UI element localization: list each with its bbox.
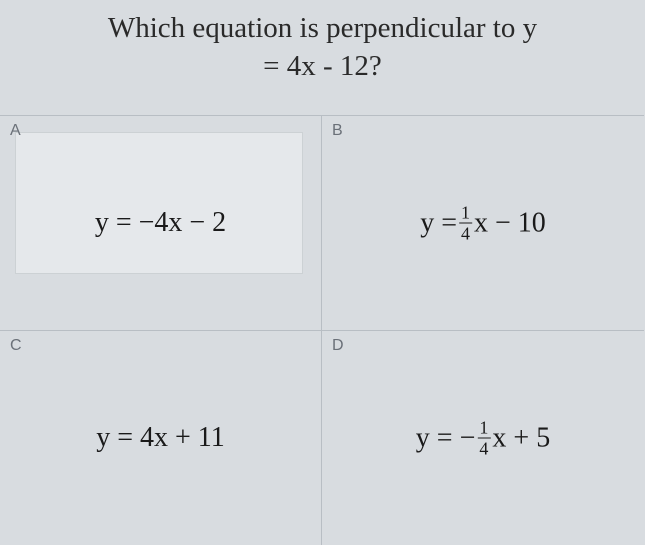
question-line2: = 4x - 12?	[263, 50, 382, 82]
option-b-suffix: x − 10	[474, 207, 546, 239]
option-b-numerator: 1	[459, 204, 472, 223]
option-c-equation: y = 4x + 11	[96, 422, 225, 454]
option-b[interactable]: B y = 1 4 x − 10	[322, 115, 644, 330]
option-d-suffix: x + 5	[492, 422, 550, 454]
option-a[interactable]: A y = −4x − 2	[0, 115, 322, 330]
option-a-letter: A	[10, 122, 21, 140]
option-d[interactable]: D y = − 1 4 x + 5	[322, 330, 644, 545]
option-a-equation: y = −4x − 2	[95, 207, 226, 239]
option-d-equation: y = − 1 4 x + 5	[416, 419, 550, 458]
option-d-denominator: 4	[477, 438, 490, 458]
option-c-text: y = 4x + 11	[96, 422, 225, 454]
option-a-text: y = −4x − 2	[95, 207, 226, 239]
options-grid: A y = −4x − 2 B y = 1 4 x − 10 C y = 4x …	[0, 115, 645, 545]
option-d-prefix: y = −	[416, 422, 476, 454]
option-b-letter: B	[332, 122, 343, 140]
fraction-icon: 1 4	[459, 204, 472, 243]
option-c[interactable]: C y = 4x + 11	[0, 330, 322, 545]
question-line1: Which equation is perpendicular to y	[108, 12, 537, 44]
option-d-letter: D	[332, 337, 344, 355]
fraction-icon: 1 4	[477, 419, 490, 458]
question-text: Which equation is perpendicular to y = 4…	[0, 0, 645, 90]
option-b-prefix: y =	[420, 207, 457, 239]
option-b-equation: y = 1 4 x − 10	[420, 204, 546, 243]
option-b-denominator: 4	[459, 223, 472, 243]
option-d-numerator: 1	[477, 419, 490, 438]
option-c-letter: C	[10, 337, 22, 355]
